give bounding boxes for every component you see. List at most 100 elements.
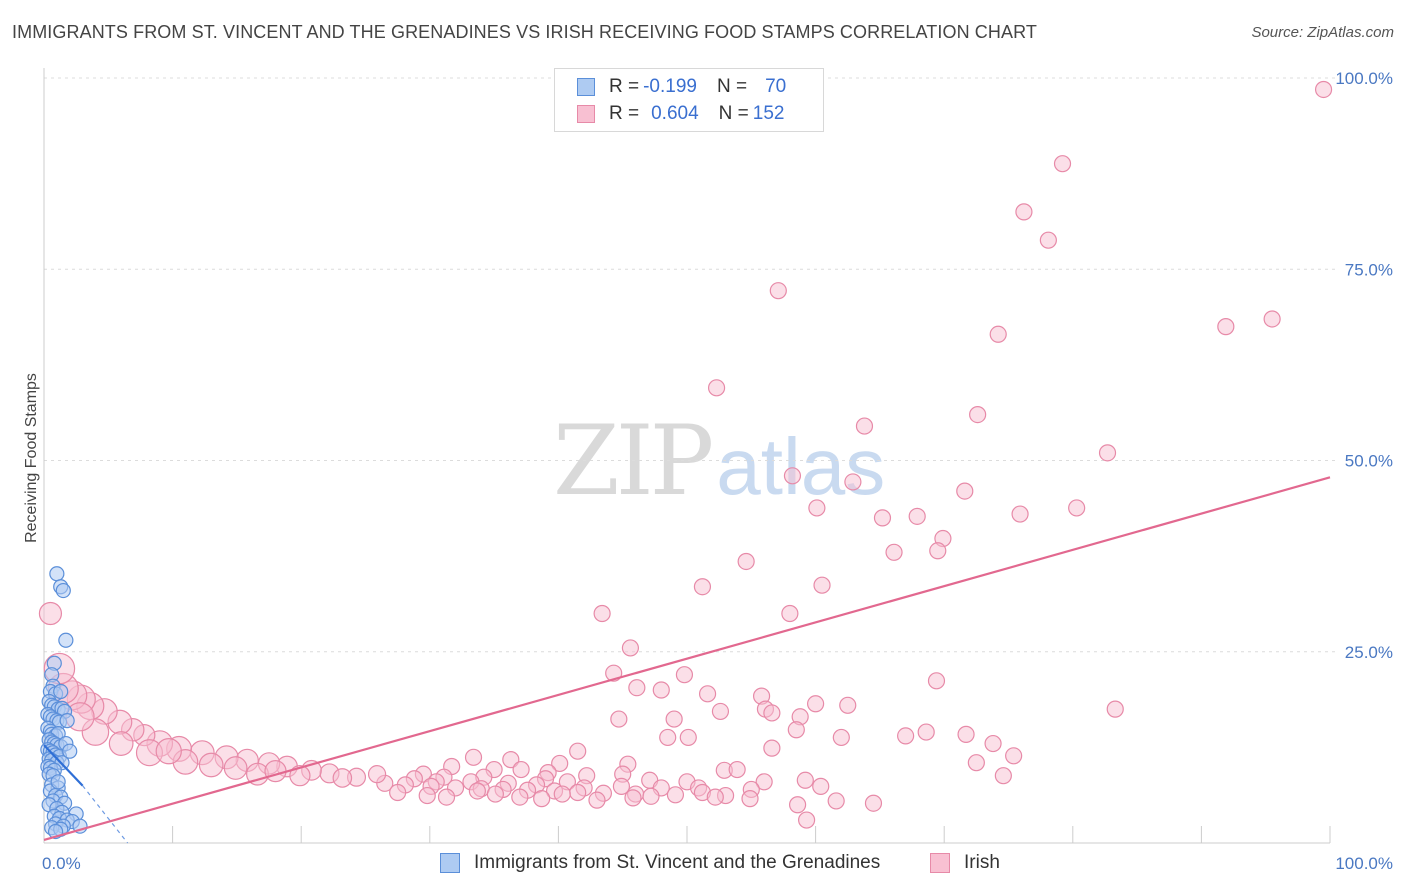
pink-point [659,728,677,747]
pink-point [223,756,248,780]
y-tick-label: 75.0% [1345,260,1393,279]
pink-point [624,789,642,807]
series-legend: Immigrants from St. Vincent and the Gren… [0,852,1406,876]
legend-n-value-blue: 70 [765,76,787,97]
pink-point [1053,155,1072,173]
pink-point [1217,318,1235,336]
blue-point [55,582,71,599]
pink-point [787,721,805,739]
pink-point [665,710,683,728]
legend-row-pink: R = 0.604 N = 152 [577,102,784,126]
pink-point [502,751,520,769]
pink-point [468,782,486,800]
pink-point [967,754,985,772]
svg-points [40,566,88,840]
legend-r-label: R = [609,103,640,124]
pink-point [1106,700,1124,718]
pink-point [464,748,483,766]
pink-point [917,723,935,741]
pink-point [1263,310,1281,328]
pink-point [679,728,697,747]
pink-point [812,777,830,795]
pink-point [652,681,670,699]
pink-point [512,760,530,779]
pink-point [927,672,946,690]
pink-point [610,710,628,728]
y-tick-label: 100.0% [1335,69,1393,88]
pink-point [1015,203,1033,221]
pink-point [706,788,724,806]
pink-point [763,739,781,757]
watermark-atlas: atlas [716,422,886,511]
legend-row-blue: R = -0.199 N = 70 [577,75,786,99]
pink-point [332,768,353,788]
pink-point [711,702,730,721]
pink-point [707,379,726,397]
pink-point [588,791,606,809]
legend-n-label: N = [718,103,749,124]
pink-point [289,765,311,787]
pink-point [728,760,746,779]
y-tick-label: 50.0% [1345,452,1393,471]
pink-point [486,785,504,803]
series-swatch-blue [440,853,460,873]
pink-point [885,543,903,561]
blue-point [59,712,75,729]
pink-point [621,639,640,657]
pink-trend-line [43,476,1331,841]
legend-r-value-pink: 0.604 [651,103,699,124]
watermark: ZIPatlas [553,405,885,517]
pink-point [806,695,825,713]
pink-point [698,685,717,703]
pink-point [984,734,1002,753]
pink-point [198,752,224,778]
legend-swatch-pink [577,105,595,123]
pink-point [367,765,387,784]
legend-r-value-blue: -0.199 [643,76,697,97]
pink-point [389,783,407,802]
pink-point [1011,505,1029,523]
pink-point [781,604,799,623]
pink-point [844,473,862,491]
pink-point [569,742,587,760]
pink-point [741,790,759,808]
pink-point [437,788,456,806]
gridlines [44,77,1338,653]
pink-point [628,679,646,697]
blue-point [50,774,66,790]
pink-point [533,790,551,808]
correlation-legend: R = -0.199 N = 70 R = 0.604 N = 152 [554,68,824,132]
pink-point [264,759,287,783]
blue-point [49,566,65,582]
series-swatch-pink [930,853,950,873]
pink-point [788,796,807,814]
pink-point [1005,747,1023,765]
legend-n-label: N = [716,76,748,97]
pink-point [808,499,826,517]
x-tick-label: 100.0% [1335,854,1393,873]
pink-point [1098,444,1117,462]
series-name-pink: Irish [964,852,1000,873]
source-label: Source: ZipAtlas.com [1251,24,1394,41]
pink-point [956,482,974,500]
pink-point [511,788,529,806]
pink-point [551,754,569,773]
blue-trend-extension [82,785,129,844]
legend-n-value-pink: 152 [752,103,785,124]
blue-trend-line [43,744,84,787]
pink-point [957,725,975,743]
series-name-blue: Immigrants from St. Vincent and the Gren… [474,852,881,873]
pink-point [897,727,915,745]
blue-point [53,683,69,700]
pink-point [796,771,814,789]
pink-point [783,467,802,485]
pink-point [612,777,631,795]
pink-point [38,601,63,626]
pink-point [929,542,947,560]
pink-point [1068,499,1086,517]
x-tick-label: 0.0% [42,854,81,873]
tick-labels: 25.0% 50.0% 75.0% 100.0% 0.0% 100.0% [42,69,1393,873]
pink-point [1039,231,1057,249]
legend-swatch-blue [577,78,595,96]
